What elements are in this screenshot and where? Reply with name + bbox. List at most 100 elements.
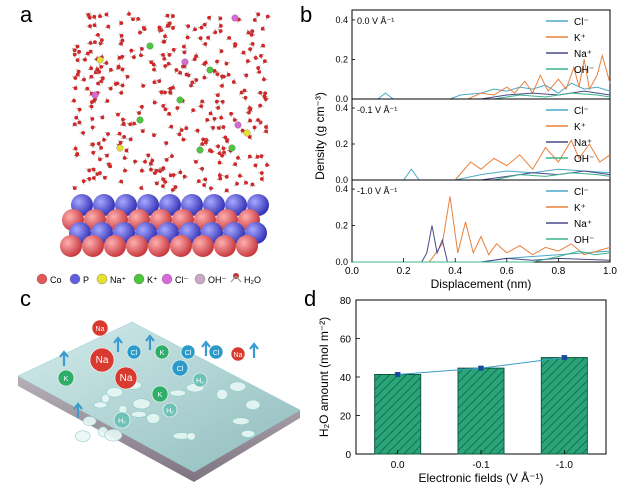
oxygen-atom xyxy=(105,153,109,158)
water-molecule xyxy=(117,179,124,185)
water-molecule xyxy=(215,124,222,130)
water-molecule xyxy=(120,122,127,128)
water-molecule xyxy=(256,90,263,97)
oxygen-atom xyxy=(247,154,252,159)
oxygen-atom xyxy=(194,54,199,59)
legend-label: Na⁺ xyxy=(110,275,127,285)
oxygen-atom xyxy=(217,126,221,130)
water-molecule xyxy=(184,71,190,78)
water-molecule xyxy=(171,173,178,179)
water-molecule xyxy=(116,131,122,137)
series-line xyxy=(352,196,611,263)
water-molecule xyxy=(86,24,92,30)
water-molecule xyxy=(247,117,252,124)
water-molecule xyxy=(185,33,192,40)
water-droplet xyxy=(240,429,256,438)
oxygen-atom xyxy=(120,67,125,72)
oxygen-atom xyxy=(264,125,268,129)
water-molecule xyxy=(236,154,242,161)
water-molecule xyxy=(139,46,144,53)
oxygen-atom xyxy=(206,35,211,40)
water-molecule xyxy=(153,168,160,173)
water-droplet xyxy=(132,398,151,410)
x-tick-label: 1.0 xyxy=(603,266,617,277)
water-molecule xyxy=(232,116,239,122)
ion-sphere: K xyxy=(151,385,169,403)
water-molecule xyxy=(71,185,78,191)
oxygen-atom xyxy=(96,33,100,37)
water-molecule xyxy=(245,59,252,65)
water-molecule xyxy=(218,74,225,80)
oxygen-atom xyxy=(161,166,166,170)
ion-body xyxy=(126,344,142,360)
legend-swatch xyxy=(36,273,48,285)
water-molecule xyxy=(139,128,146,134)
water-molecule xyxy=(258,103,264,109)
water-molecule xyxy=(168,152,174,159)
water-molecule xyxy=(91,175,97,182)
ion xyxy=(243,129,251,137)
cobalt-atom xyxy=(214,235,236,257)
oxygen-atom xyxy=(142,27,147,31)
oxygen-atom xyxy=(263,91,268,96)
ion-sphere: Na xyxy=(89,347,115,373)
oxygen-atom xyxy=(87,176,92,181)
water-molecule xyxy=(72,84,78,91)
water-molecule xyxy=(202,182,207,189)
density-subplot: 0.0 0.2 0.4 -1.0 V Å⁻¹ Cl⁻ K⁺ Na⁺ OH⁻ xyxy=(335,179,611,267)
oxygen-atom xyxy=(132,55,136,60)
water-molecule xyxy=(102,59,109,65)
y-tick-label: 0.0 xyxy=(335,94,348,104)
water-molecule xyxy=(115,81,121,87)
water-molecule xyxy=(206,34,211,41)
oxygen-atom xyxy=(257,69,262,74)
ion-sphere: Na xyxy=(114,366,138,390)
water-molecule xyxy=(197,36,203,42)
oxygen-atom xyxy=(143,159,147,164)
ion-body xyxy=(91,319,109,337)
water-molecule xyxy=(74,114,80,121)
x-tick-label: -1.0 xyxy=(556,460,574,471)
oxygen-atom xyxy=(215,93,220,98)
water-molecule xyxy=(155,77,162,84)
oxygen-atom xyxy=(150,158,155,163)
oxygen-atom xyxy=(146,153,151,158)
oxygen-atom xyxy=(219,49,224,54)
x-tick-label: -0.1 xyxy=(472,460,490,471)
water-molecule xyxy=(121,117,127,124)
legend-swatch xyxy=(133,273,145,285)
oxygen-atom xyxy=(119,33,124,38)
oxygen-atom xyxy=(184,126,189,131)
water-droplet xyxy=(229,381,247,392)
water-molecule xyxy=(115,64,121,71)
oxygen-atom xyxy=(157,79,162,84)
up-arrow-icon xyxy=(59,350,69,366)
oxygen-atom xyxy=(235,181,239,186)
x-tick-label: 0.6 xyxy=(500,266,514,277)
y-tick-label: 0.0 xyxy=(335,175,348,185)
ion-body xyxy=(89,347,115,373)
water-molecule xyxy=(71,122,78,127)
oxygen-atom xyxy=(253,56,258,60)
oxygen-atom xyxy=(128,137,133,142)
oxygen-atom xyxy=(120,83,125,88)
water-molecule xyxy=(117,139,124,145)
water-molecule xyxy=(262,59,269,65)
water-molecule xyxy=(201,177,208,183)
up-arrow-icon xyxy=(73,402,83,418)
oxygen-atom xyxy=(256,66,261,70)
water-molecule xyxy=(232,42,237,49)
oxygen-atom xyxy=(161,184,165,189)
oxygen-atom xyxy=(200,142,205,146)
cobalt-atom xyxy=(170,235,192,257)
oxygen-atom xyxy=(247,135,252,139)
oxygen-atom xyxy=(168,173,173,178)
oxygen-atom xyxy=(116,112,120,117)
water-molecule xyxy=(245,29,251,35)
water-molecule xyxy=(254,153,260,160)
water-molecule xyxy=(220,150,227,156)
oxygen-atom xyxy=(104,61,109,65)
water-molecule xyxy=(208,110,214,116)
oxygen-atom xyxy=(100,115,105,120)
water-molecule xyxy=(98,12,104,19)
